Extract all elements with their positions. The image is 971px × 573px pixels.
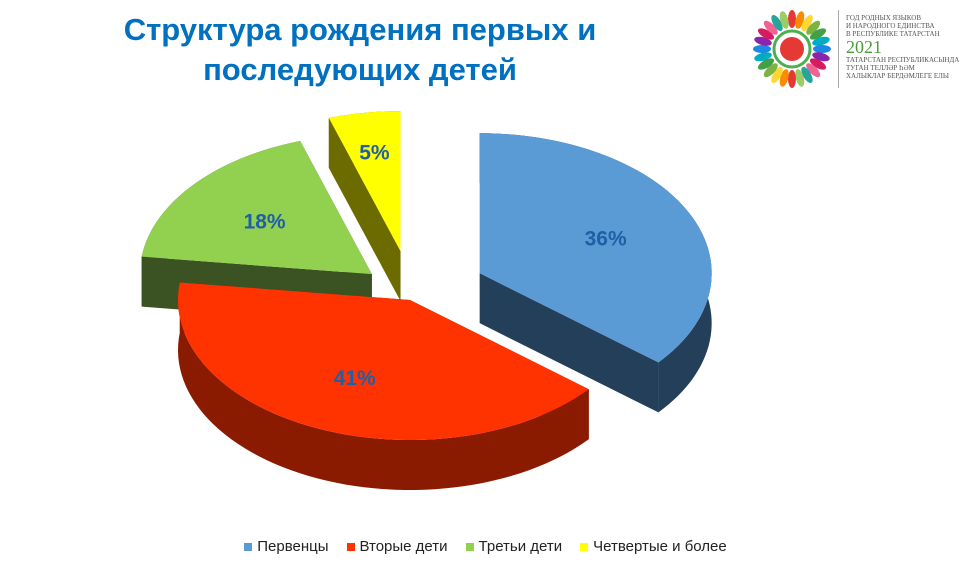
petal	[771, 66, 783, 84]
petal	[812, 36, 830, 46]
petal	[806, 20, 821, 35]
data-label: 36%	[585, 227, 627, 250]
legend-label: Первенцы	[257, 538, 329, 555]
data-label: 18%	[244, 211, 286, 234]
petal	[763, 20, 778, 35]
logo-text: ГОД РОДНЫХ ЯЗЫКОВ И НАРОДНОГО ЕДИНСТВА В…	[846, 14, 959, 80]
emblem-center	[780, 37, 804, 61]
slice-top	[479, 133, 712, 363]
petal	[757, 58, 775, 70]
legend-label: Третьи дети	[478, 538, 563, 555]
legend: Первенцы Вторые дети Третьи дети Четверт…	[0, 538, 971, 555]
petal	[779, 11, 789, 29]
petal	[809, 28, 827, 40]
slice-rim	[178, 282, 589, 490]
petal	[763, 63, 778, 78]
pie-slice-4	[328, 111, 401, 302]
slice-wall	[479, 273, 659, 413]
petal	[788, 10, 796, 28]
slice-top	[141, 141, 372, 275]
petal	[754, 52, 772, 62]
sun-emblem-icon	[753, 10, 831, 88]
legend-item: Первенцы	[244, 538, 329, 555]
legend-swatch	[244, 542, 253, 551]
petal	[809, 58, 827, 70]
petal	[806, 63, 821, 78]
legend-swatch	[346, 542, 355, 551]
legend-item: Четвертые и более	[580, 538, 727, 555]
legend-swatch	[580, 542, 589, 551]
logo-line: В РЕСПУБЛИКЕ ТАТАРСТАН	[846, 30, 940, 38]
petal	[753, 45, 771, 53]
legend-swatch	[465, 542, 474, 551]
petal	[801, 14, 813, 32]
petal	[788, 70, 796, 88]
logo-line: ТУГАН ТЕЛЛӘР ҺӘМ	[846, 64, 915, 72]
logo-line: И НАРОДНОГО ЕДИНСТВА	[846, 22, 935, 30]
slice-top	[178, 282, 589, 440]
petal	[795, 69, 805, 87]
petal	[801, 66, 813, 84]
petal	[813, 45, 831, 53]
legend-label: Вторые дети	[359, 538, 448, 555]
data-label: 41%	[334, 367, 376, 390]
petal	[757, 28, 775, 40]
logo-line: ХАЛЫКЛАР БЕРДӘМЛЕГЕ ЕЛЫ	[846, 72, 949, 80]
chart-title: Структура рождения первых и последующих …	[123, 12, 597, 87]
pie-slice-2	[178, 282, 589, 490]
logo-line: ТАТАРСТАН РЕСПУБЛИКАСЫНДА	[846, 56, 960, 64]
legend-label: Четвертые и более	[593, 538, 727, 555]
logo-year: 2021	[846, 37, 882, 57]
petal	[771, 14, 783, 32]
slice-top	[328, 111, 401, 252]
logo-divider	[838, 10, 839, 88]
legend-item: Вторые дети	[346, 538, 448, 555]
logo-line: ГОД РОДНЫХ ЯЗЫКОВ	[846, 14, 922, 22]
legend-item: Третьи дети	[465, 538, 563, 555]
data-label: 5%	[359, 142, 390, 165]
pie-slice-1	[479, 133, 712, 413]
year-of-languages-logo: ГОД РОДНЫХ ЯЗЫКОВ И НАРОДНОГО ЕДИНСТВА В…	[748, 6, 968, 92]
